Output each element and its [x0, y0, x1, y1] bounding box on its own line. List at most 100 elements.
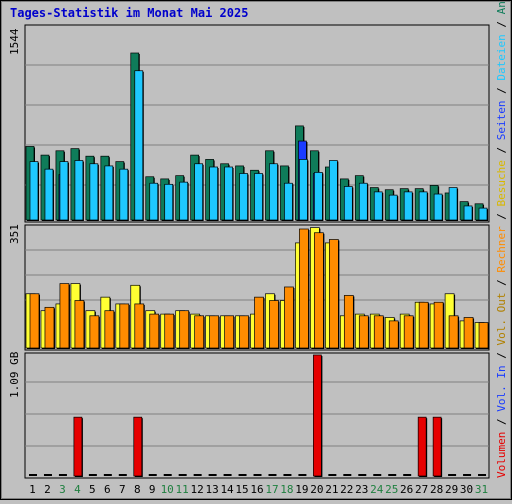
- bar-rechner-25: [388, 320, 399, 349]
- bar-rechner-15: [239, 315, 249, 349]
- page-title: Tages-Statistik im Monat Mai 2025: [10, 6, 249, 20]
- x-label-19: 19: [295, 483, 308, 496]
- x-label-4: 4: [74, 483, 81, 496]
- bar-dateien-29: [448, 187, 458, 221]
- bar-dateien-4: [74, 160, 84, 221]
- legend-part-8: Besuche: [495, 160, 508, 206]
- bar-dateien-15: [239, 173, 248, 221]
- bar-volumen-28: [432, 416, 442, 477]
- bar-rechner-20: [314, 232, 324, 349]
- bar-dateien-19: [299, 159, 308, 221]
- bar-dateien-25: [388, 194, 398, 221]
- bar-rechner-17: [269, 300, 279, 349]
- bar-dateien-5: [89, 163, 99, 221]
- x-label-27: 27: [415, 483, 428, 496]
- bar-dateien-9: [149, 182, 159, 221]
- x-label-15: 15: [235, 483, 248, 496]
- bar-dateien-26: [403, 191, 413, 221]
- legend-part-4: Vol. Out: [495, 293, 508, 346]
- x-label-23: 23: [355, 483, 368, 496]
- x-label-13: 13: [205, 483, 218, 496]
- bar-rechner-31: [478, 322, 489, 349]
- legend-part-1: /: [495, 412, 508, 432]
- legend-part-5: /: [495, 273, 508, 293]
- x-label-31: 31: [475, 483, 488, 496]
- bar-dateien-1: [29, 161, 39, 221]
- x-label-21: 21: [325, 483, 338, 496]
- bar-rechner-9: [149, 313, 160, 349]
- x-label-16: 16: [250, 483, 263, 496]
- bar-rechner-26: [403, 315, 414, 349]
- bar-dateien-31: [478, 207, 488, 221]
- bar-rechner-23: [358, 315, 369, 349]
- bar-rechner-29: [448, 315, 459, 349]
- bar-dateien-28: [433, 193, 443, 221]
- legend-part-12: Dateien: [495, 34, 508, 80]
- bar-dateien-8: [134, 70, 144, 221]
- bar-rechner-3: [59, 283, 70, 349]
- bar-dateien-10: [164, 183, 174, 221]
- bar-dateien-12: [194, 163, 203, 221]
- x-label-26: 26: [400, 483, 413, 496]
- legend-part-2: Vol. In: [495, 365, 508, 411]
- bar-rechner-7: [119, 303, 130, 349]
- bar-rechner-16: [254, 296, 264, 349]
- bar-volumen-20: [313, 354, 322, 477]
- bar-rechner-30: [463, 317, 474, 349]
- legend-part-6: Rechner: [495, 226, 508, 273]
- bar-dateien-17: [269, 163, 278, 221]
- bar-dateien-20: [314, 172, 323, 221]
- legend-part-11: /: [495, 81, 508, 101]
- bar-dateien-3: [59, 161, 69, 221]
- bar-dateien-11: [179, 181, 189, 221]
- bar-rechner-14: [224, 315, 234, 349]
- bar-rechner-21: [329, 239, 339, 349]
- x-label-24: 24: [370, 483, 384, 496]
- bar-dateien-27: [418, 191, 428, 221]
- x-label-8: 8: [134, 483, 141, 496]
- x-label-17: 17: [265, 483, 278, 496]
- panel-frame-2: [24, 352, 490, 479]
- bar-dateien-7: [119, 168, 129, 221]
- bar-rechner-24: [373, 315, 384, 349]
- bar-rechner-19: [299, 228, 309, 349]
- legend-side: Volumen / Vol. In / Vol. Out / Rechner /…: [495, 0, 508, 478]
- x-label-30: 30: [460, 483, 473, 496]
- legend-part-14: Anfragen: [495, 0, 508, 14]
- bar-rechner-10: [164, 313, 175, 349]
- bar-rechner-18: [284, 286, 294, 349]
- bar-dateien-13: [209, 166, 218, 221]
- bar-dateien-23: [358, 182, 368, 221]
- legend-part-7: /: [495, 206, 508, 226]
- ymax-label-2: 1.09 GB: [8, 351, 21, 398]
- bar-dateien-14: [224, 166, 233, 221]
- x-label-12: 12: [191, 483, 204, 496]
- bar-rechner-8: [134, 303, 145, 349]
- bar-rechner-27: [418, 301, 429, 349]
- legend-part-10: Seiten: [495, 100, 508, 140]
- bar-volumen-27: [417, 416, 427, 477]
- x-label-10: 10: [161, 483, 174, 496]
- x-label-11: 11: [176, 483, 189, 496]
- bar-rechner-28: [433, 301, 444, 349]
- x-label-2: 2: [44, 483, 51, 496]
- bar-dateien-21: [329, 160, 338, 221]
- x-label-29: 29: [445, 483, 458, 496]
- x-label-5: 5: [89, 483, 96, 496]
- x-label-14: 14: [220, 483, 234, 496]
- bar-volumen-8: [133, 416, 143, 477]
- bar-dateien-6: [104, 165, 114, 221]
- bar-dateien-2: [44, 168, 54, 221]
- legend-part-13: /: [495, 14, 508, 34]
- bar-rechner-11: [179, 310, 190, 349]
- x-label-3: 3: [59, 483, 66, 496]
- x-label-1: 1: [29, 483, 36, 496]
- bar-rechner-12: [194, 315, 204, 349]
- x-label-28: 28: [430, 483, 443, 496]
- bar-dateien-18: [284, 182, 293, 221]
- bar-dateien-22: [343, 186, 353, 221]
- bar-dateien-24: [373, 191, 383, 221]
- bar-volumen-4: [73, 416, 83, 477]
